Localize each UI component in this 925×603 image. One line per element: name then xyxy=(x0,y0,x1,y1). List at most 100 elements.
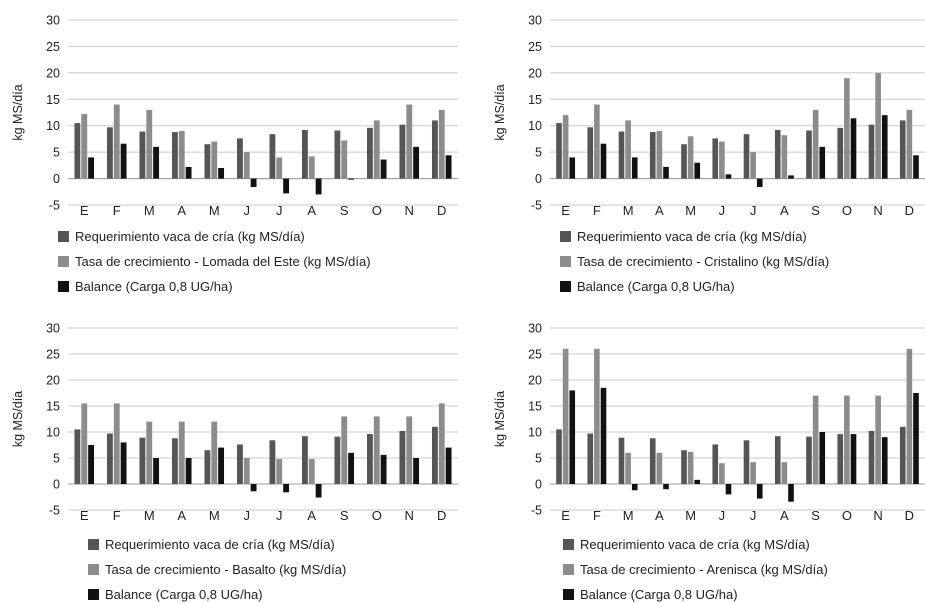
y-axis-title: kg MS/día xyxy=(11,84,25,140)
bar-1-m-5 xyxy=(204,450,211,484)
x-tick-label: S xyxy=(340,508,349,523)
legend-swatch xyxy=(560,256,571,267)
chart-3: -5 0 5 10 15 20 25 30 kg MS/día E F M A M J J A S O N D Reque… xyxy=(11,322,458,602)
bar-2-e-1 xyxy=(562,348,569,484)
bar-1-o-10 xyxy=(366,127,373,179)
x-tick-label: D xyxy=(905,508,914,523)
bar-2-m-5 xyxy=(687,451,694,484)
bar-1-n-11 xyxy=(399,430,406,484)
bar-3-d-12 xyxy=(913,393,919,484)
bar-3-d-12 xyxy=(445,447,452,484)
bar-1-e-1 xyxy=(556,429,562,484)
x-tick-label: M xyxy=(623,508,634,523)
bar-3-d-12 xyxy=(445,155,452,179)
bar-3-o-10 xyxy=(850,118,857,179)
x-tick-label: D xyxy=(905,203,914,218)
legend-swatch xyxy=(563,589,574,600)
bar-3-e-1 xyxy=(569,157,576,179)
bar-3-f-2 xyxy=(600,387,607,484)
legend-swatch xyxy=(88,539,99,550)
y-tick-label: 5 xyxy=(535,146,542,160)
bar-1-o-10 xyxy=(366,434,373,484)
bar-2-n-11 xyxy=(875,72,881,179)
bar-2-a-8 xyxy=(781,462,788,484)
bar-3-f-2 xyxy=(600,143,607,179)
bar-3-s-9 xyxy=(348,178,355,180)
bar-2-s-9 xyxy=(341,140,348,179)
x-tick-label: J xyxy=(719,508,726,523)
legend-label: Tasa de crecimiento - Cristalino (kg MS/… xyxy=(577,254,829,269)
bar-1-f-2 xyxy=(587,433,594,484)
y-tick-label: 20 xyxy=(46,66,60,80)
bar-2-n-11 xyxy=(406,416,413,484)
x-tick-label: D xyxy=(437,203,446,218)
y-tick-label: 10 xyxy=(528,119,542,133)
bar-2-a-4 xyxy=(656,131,663,179)
bar-3-j-6 xyxy=(725,484,732,495)
bar-1-j-6 xyxy=(712,444,719,484)
bar-3-a-8 xyxy=(788,484,794,502)
y-tick-label: 25 xyxy=(46,40,60,54)
bar-1-a-4 xyxy=(649,132,656,179)
bar-2-e-1 xyxy=(81,114,88,179)
bar-2-o-10 xyxy=(373,120,380,179)
y-tick-label: 5 xyxy=(53,452,60,466)
bar-1-m-3 xyxy=(139,131,146,179)
bar-3-a-4 xyxy=(663,166,669,179)
bar-2-a-8 xyxy=(308,156,315,179)
bar-2-a-4 xyxy=(656,452,663,484)
y-tick-label: 30 xyxy=(46,322,60,336)
y-tick-label: 30 xyxy=(528,322,542,336)
bar-1-j-7 xyxy=(269,134,276,179)
x-tick-label: J xyxy=(244,203,251,218)
x-tick-label: M xyxy=(209,203,220,218)
x-tick-label: A xyxy=(307,203,316,218)
bar-1-m-5 xyxy=(681,450,687,484)
chart-2: -5 0 5 10 15 20 25 30 kg MS/día E F M A M J J A S O N D Reque… xyxy=(493,14,925,294)
chart-4: -5 0 5 10 15 20 25 30 kg MS/día E F M A M J J A S O N D Reque… xyxy=(493,322,925,602)
bar-3-f-2 xyxy=(120,442,127,484)
legend-swatch xyxy=(563,539,574,550)
bar-2-o-10 xyxy=(844,395,850,484)
bar-3-n-11 xyxy=(881,115,888,179)
y-tick-label: 5 xyxy=(535,452,542,466)
x-tick-label: A xyxy=(655,508,664,523)
bar-3-m-3 xyxy=(631,157,638,179)
bar-2-m-3 xyxy=(625,120,631,179)
bar-3-s-9 xyxy=(819,146,826,179)
x-tick-label: A xyxy=(177,203,186,218)
x-tick-label: N xyxy=(873,203,882,218)
y-tick-label: -5 xyxy=(49,199,60,213)
bar-2-o-10 xyxy=(844,78,850,179)
legend-swatch xyxy=(58,256,69,267)
y-tick-label: 15 xyxy=(528,93,542,107)
bar-1-a-8 xyxy=(301,436,308,484)
bar-2-d-12 xyxy=(906,109,913,179)
x-tick-label: O xyxy=(372,508,382,523)
bar-1-j-6 xyxy=(236,444,243,484)
legend-label: Tasa de crecimiento - Basalto (kg MS/día… xyxy=(105,562,346,577)
legend-label: Requerimiento vaca de cría (kg MS/día) xyxy=(75,229,305,244)
legend-swatch xyxy=(88,564,99,575)
y-axis-title: kg MS/día xyxy=(493,84,507,140)
bar-1-a-8 xyxy=(774,436,781,484)
bar-2-m-5 xyxy=(211,421,218,484)
legend-swatch xyxy=(560,281,571,292)
x-tick-label: M xyxy=(685,508,696,523)
bar-2-j-7 xyxy=(276,157,283,179)
bar-3-a-8 xyxy=(315,484,322,498)
bar-1-s-9 xyxy=(806,436,812,484)
x-tick-label: O xyxy=(842,508,852,523)
y-tick-label: 25 xyxy=(528,348,542,362)
bar-3-j-7 xyxy=(283,484,290,493)
bar-2-m-3 xyxy=(146,421,153,484)
y-tick-label: 0 xyxy=(535,172,542,186)
legend-label: Requerimiento vaca de cría (kg MS/día) xyxy=(105,537,335,552)
bar-1-s-9 xyxy=(334,130,341,179)
bar-1-d-12 xyxy=(431,426,438,484)
bar-2-f-2 xyxy=(594,348,600,484)
x-tick-label: M xyxy=(209,508,220,523)
bar-2-m-3 xyxy=(146,109,153,179)
bar-1-j-6 xyxy=(236,138,243,179)
bar-2-s-9 xyxy=(812,395,819,484)
